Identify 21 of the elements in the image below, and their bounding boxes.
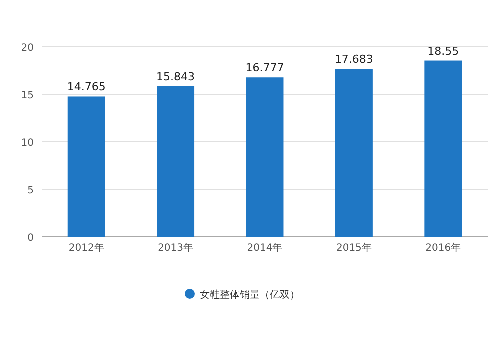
bar <box>68 96 106 237</box>
bar <box>335 69 373 237</box>
x-tick-label: 2015年 <box>336 242 372 254</box>
y-tick-label: 20 <box>21 43 34 54</box>
x-tick-label: 2014年 <box>247 242 283 254</box>
bar <box>424 60 462 237</box>
y-tick-label: 10 <box>21 138 34 149</box>
data-label: 17.683 <box>334 53 374 66</box>
y-tick-label: 0 <box>28 233 34 244</box>
legend-label: 女鞋整体销量（亿双） <box>200 289 300 301</box>
bar <box>157 86 195 237</box>
bar <box>246 78 284 237</box>
x-tick-label: 2012年 <box>68 242 104 254</box>
x-tick-label: 2013年 <box>158 242 194 254</box>
data-label: 15.843 <box>156 70 196 84</box>
y-tick-label: 15 <box>21 90 34 102</box>
x-tick-label: 2016年 <box>426 242 462 254</box>
y-tick-label: 5 <box>28 186 34 196</box>
data-label: 14.765 <box>67 80 106 94</box>
data-label: 16.777 <box>246 62 284 75</box>
data-label: 18.55 <box>428 44 460 58</box>
